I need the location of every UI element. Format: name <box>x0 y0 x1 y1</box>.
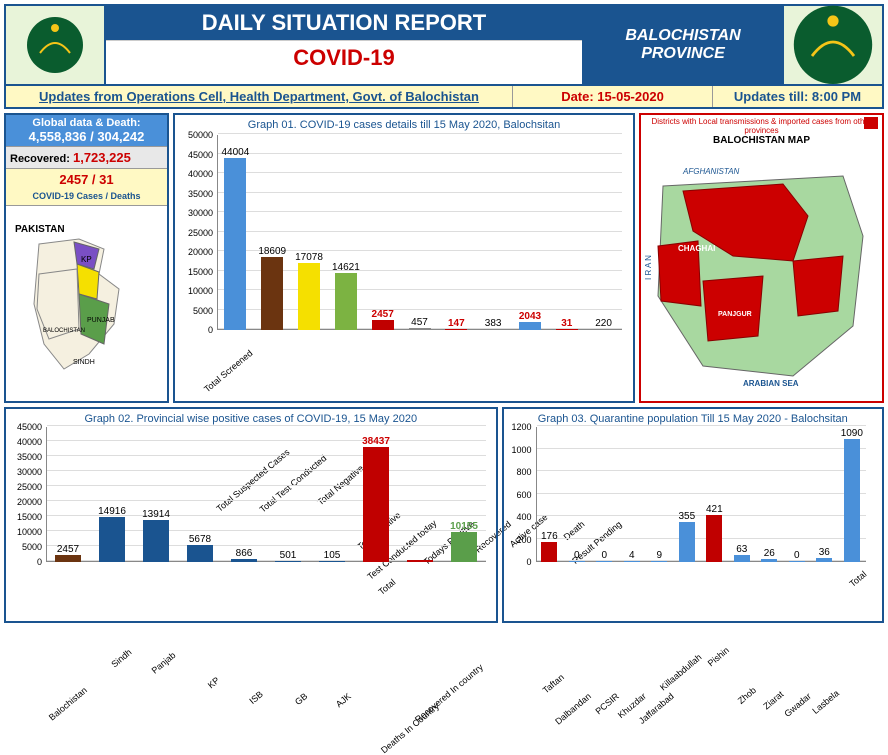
svg-text:I R A N: I R A N <box>644 255 653 280</box>
pakistan-map: PAKISTAN KP PUNJAB BALOCHISTAN SINDH <box>6 206 167 401</box>
report-subtitle: COVID-19 <box>106 40 582 75</box>
global-stats-panel: Global data & Death:4,558,836 / 304,242 … <box>4 113 169 403</box>
graph-1: Graph 01. COVID-19 cases details till 15… <box>173 113 635 403</box>
header: DAILY SITUATION REPORT COVID-19 BALOCHIS… <box>4 4 884 109</box>
updates-till: Updates till: 8:00 PM <box>712 86 882 107</box>
report-date: Date: 15-05-2020 <box>512 86 712 107</box>
svg-text:KP: KP <box>81 255 92 264</box>
svg-text:BALOCHISTAN: BALOCHISTAN <box>43 328 85 334</box>
balochistan-map: Districts with Local transmissions & imp… <box>639 113 884 403</box>
svg-text:AFGHANISTAN: AFGHANISTAN <box>682 167 740 176</box>
graph-2: Graph 02. Provincial wise positive cases… <box>4 407 498 623</box>
emblem-right <box>782 6 882 84</box>
svg-text:PAKISTAN: PAKISTAN <box>15 224 65 235</box>
updates-from: Updates from Operations Cell, Health Dep… <box>6 86 512 107</box>
province-block: BALOCHISTAN PROVINCE <box>582 6 782 84</box>
emblem-left <box>6 6 106 84</box>
svg-text:SINDH: SINDH <box>73 359 95 366</box>
svg-text:PUNJAB: PUNJAB <box>87 317 115 324</box>
svg-text:CHAGHAI: CHAGHAI <box>678 244 715 253</box>
report-title: DAILY SITUATION REPORT <box>106 6 582 40</box>
svg-text:PANJGUR: PANJGUR <box>718 311 752 318</box>
graph-3: Graph 03. Quarantine population Till 15 … <box>502 407 884 623</box>
svg-text:ARABIAN SEA: ARABIAN SEA <box>743 379 799 388</box>
